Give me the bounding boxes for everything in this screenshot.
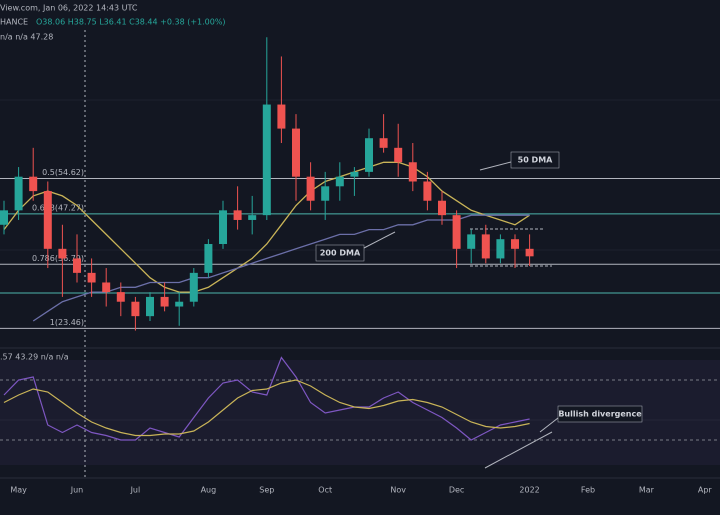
callout-box	[315, 244, 365, 262]
candle-body	[452, 215, 461, 249]
x-tick-label: Nov	[390, 486, 406, 495]
candle-body	[189, 272, 198, 302]
candle-body	[175, 301, 184, 307]
fib-label: 0.618(47.27)	[32, 203, 84, 212]
candle-body	[423, 181, 432, 201]
candle-body	[496, 239, 505, 259]
candle-body	[219, 210, 227, 245]
candle-body	[306, 176, 315, 201]
candle-body	[233, 210, 242, 220]
x-tick-label: 2022	[519, 486, 539, 495]
candle-body	[525, 248, 534, 257]
divergence-line	[484, 431, 553, 469]
candle-body	[277, 104, 286, 129]
callout-box	[557, 405, 643, 423]
candle-body	[394, 147, 403, 163]
callout-arrow	[479, 161, 512, 171]
callout-label: Bullish divergence	[558, 410, 642, 419]
x-tick-label: Oct	[318, 486, 332, 495]
dma-line	[3, 161, 530, 293]
candle-body	[511, 239, 519, 249]
candle-body	[335, 176, 344, 187]
candle-body	[248, 215, 257, 220]
candle-body	[481, 234, 490, 259]
dma-line	[32, 214, 530, 322]
candle-body	[321, 186, 330, 201]
rsi-line	[3, 356, 530, 441]
chart-title: View.com, Jan 06, 2022 14:43 UTC	[0, 4, 138, 13]
x-tick-label: Jun	[70, 486, 84, 495]
candle-body	[160, 296, 169, 307]
fib-label: 0.786(36.79)	[32, 254, 84, 263]
fib-label: 1(23.46)	[50, 318, 84, 327]
candle-body	[102, 282, 111, 293]
rsi-line	[3, 379, 530, 437]
candle-body	[58, 248, 67, 259]
x-tick-label: Jul	[130, 486, 141, 495]
symbol-label: HANCE	[0, 18, 28, 27]
candle-body	[14, 176, 23, 211]
ohlc-legend: O38.06 H38.75 L36.41 C38.44 +0.38 (+1.00…	[36, 18, 226, 27]
fib-label: 0.5(54.62)	[42, 168, 84, 177]
candle-body	[116, 292, 125, 302]
candle-body	[73, 258, 81, 273]
x-tick-label: Dec	[449, 486, 464, 495]
callout-label: 200 DMA	[320, 249, 361, 258]
candle-body	[365, 138, 373, 172]
rsi-legend: .57 43.29 n/a n/a	[0, 353, 69, 362]
candle-body	[379, 138, 388, 148]
x-tick-label: Sep	[259, 486, 274, 495]
x-tick-label: Feb	[581, 486, 595, 495]
callout-label: 50 DMA	[518, 156, 554, 165]
candle-body	[43, 191, 52, 249]
candle-body	[131, 301, 140, 317]
x-tick-label: Mar	[639, 486, 655, 495]
ma-legend: n/a n/a 47.28	[0, 33, 53, 42]
x-tick-label: Aug	[201, 486, 217, 495]
x-tick-label: May	[10, 486, 27, 495]
candle-body	[350, 171, 359, 177]
callout-arrow	[363, 231, 396, 249]
callout-arrow	[539, 417, 559, 433]
callout-box	[510, 151, 560, 169]
candle-body	[87, 272, 96, 283]
candle-body	[262, 104, 271, 216]
candle-body	[146, 296, 154, 317]
candle-body	[438, 200, 446, 216]
candle-body	[0, 210, 8, 225]
candle-body	[29, 176, 38, 192]
candle-body	[204, 244, 213, 273]
candle-body	[467, 234, 476, 249]
candle-body	[408, 162, 417, 182]
x-tick-label: Apr	[698, 486, 713, 495]
candle-body	[292, 128, 300, 177]
